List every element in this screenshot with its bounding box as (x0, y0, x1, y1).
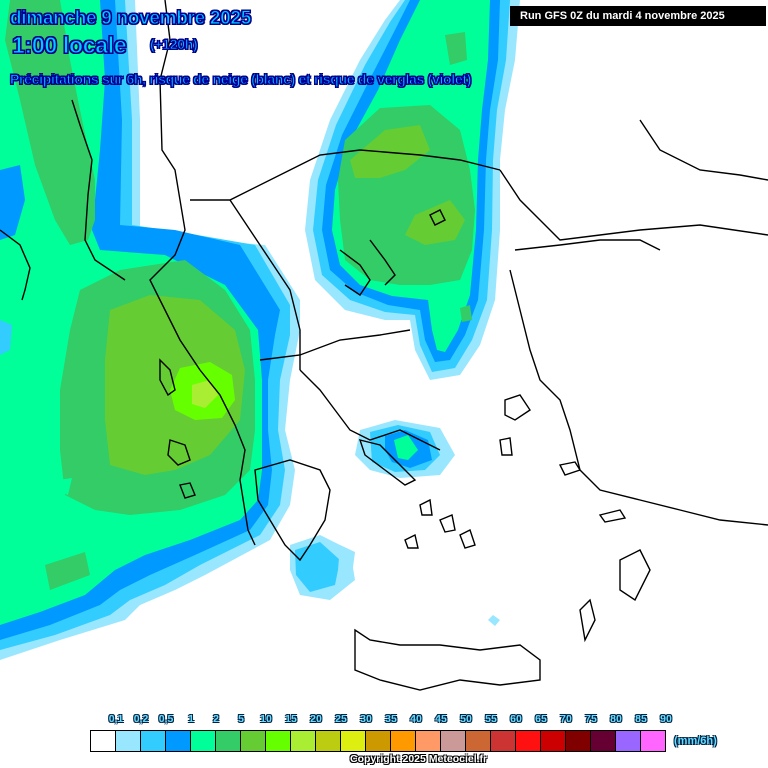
legend-swatch (116, 731, 141, 751)
legend-tick-label: 2 (213, 713, 219, 725)
rhodes (619, 549, 651, 602)
precipitation-legend: 0,1 0,2 0,5 1 2 5 10 15 20 25 30 35 40 45 50 55 60 65 70 75… (0, 705, 768, 768)
legend-tick-label: 60 (510, 713, 522, 725)
zakynthos (179, 482, 196, 499)
italy-heel (0, 229, 31, 301)
chios (499, 437, 513, 456)
map-subtitle: Précipitations sur 6h, risque de neige (… (9, 71, 472, 88)
legend-swatch (266, 731, 291, 751)
precip-small-cells (290, 420, 500, 626)
legend-swatch (441, 731, 466, 751)
legend-swatch (416, 731, 441, 751)
legend-swatch (316, 731, 341, 751)
legend-tick-label: 20 (310, 713, 322, 725)
legend-tick-label: 40 (410, 713, 422, 725)
legend-unit: (mm/6h) (674, 735, 717, 747)
chalkidiki (339, 239, 396, 296)
karpathos (579, 598, 596, 643)
model-run-badge: Run GFS 0Z du mardi 4 novembre 2025 (510, 6, 766, 26)
legend-swatch (641, 731, 665, 751)
copyright-notice: Copyright 2025 Meteociel.fr (350, 753, 488, 765)
anatolia-west-coast (509, 269, 768, 526)
greece-east-coast (299, 369, 441, 451)
coastlines-borders (0, 0, 768, 691)
legend-swatch (191, 731, 216, 751)
cyclades-2 (439, 514, 456, 533)
legend-swatch (291, 731, 316, 751)
precip-east-system (305, 0, 520, 380)
legend-tick-label: 0,5 (158, 713, 174, 725)
evia (358, 439, 417, 486)
crete (354, 628, 541, 691)
kos (598, 509, 627, 523)
italy-east-coast (71, 99, 126, 281)
legend-tick-label: 75 (585, 713, 597, 725)
forecast-local-time: 1:00 locale (11, 32, 127, 59)
precip-west-system (0, 0, 300, 660)
legend-color-scale (90, 730, 666, 752)
corfu (159, 358, 176, 397)
legend-swatch (91, 731, 116, 751)
legend-swatch (616, 731, 641, 751)
legend-swatch (341, 731, 366, 751)
legend-tick-label: 45 (435, 713, 447, 725)
legend-tick-label: 55 (485, 713, 497, 725)
legend-swatch (516, 731, 541, 751)
legend-tick-label: 25 (335, 713, 347, 725)
legend-tick-label: 0,2 (133, 713, 149, 725)
legend-swatch (391, 731, 416, 751)
legend-swatch (541, 731, 566, 751)
greece-north-border (259, 329, 411, 361)
peloponnese (254, 459, 331, 562)
legend-tick-label: 1 (188, 713, 194, 725)
legend-tick-label: 15 (285, 713, 297, 725)
legend-swatch (216, 731, 241, 751)
border-mid (229, 199, 301, 370)
adriatic-east-coast (149, 0, 201, 371)
legend-tick-label: 90 (660, 713, 672, 725)
legend-tick-label: 65 (535, 713, 547, 725)
cyclades-3 (459, 529, 476, 549)
legend-swatch (491, 731, 516, 751)
kefalonia (167, 439, 191, 466)
legend-swatch (166, 731, 191, 751)
forecast-date: dimanche 9 novembre 2025 (10, 8, 252, 30)
legend-swatch (141, 731, 166, 751)
legend-tick-label: 70 (560, 713, 572, 725)
border-north (190, 149, 501, 201)
legend-swatch (366, 731, 391, 751)
legend-swatch (566, 731, 591, 751)
legend-swatch (591, 731, 616, 751)
legend-tick-label: 30 (360, 713, 372, 725)
legend-swatch (241, 731, 266, 751)
turkey-coast (499, 169, 768, 241)
greece-mainland-west (199, 369, 256, 546)
legend-tick-label: 80 (610, 713, 622, 725)
legend-tick-label: 0,1 (108, 713, 124, 725)
marmara-south (514, 239, 661, 251)
lesvos (504, 394, 531, 421)
legend-tick-label: 5 (238, 713, 244, 725)
black-sea-coast (639, 119, 768, 181)
legend-tick-label: 35 (385, 713, 397, 725)
thasos (429, 209, 446, 226)
legend-tick-label: 10 (260, 713, 272, 725)
forecast-lead-time: (+120h) (149, 36, 198, 53)
legend-tick-label: 50 (460, 713, 472, 725)
precipitation-map (0, 0, 768, 691)
cyclades-1 (419, 498, 433, 516)
samos (558, 461, 582, 476)
legend-swatch (466, 731, 491, 751)
legend-tick-label: 85 (635, 713, 647, 725)
cyclades-4 (404, 533, 419, 549)
